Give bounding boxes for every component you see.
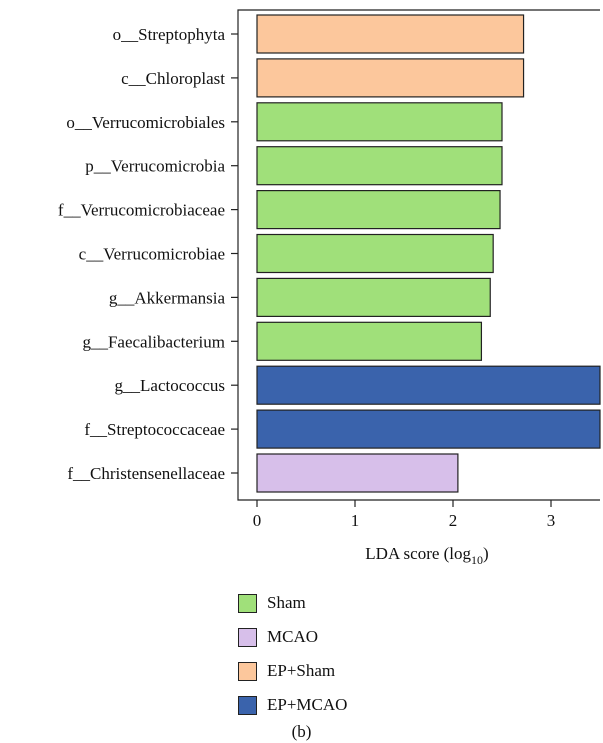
bar-f-christensenellaceae <box>256 453 459 493</box>
category-label: g__Lactococcus <box>115 376 225 395</box>
bar-g-faecalibacterium <box>256 321 483 361</box>
bar-f-verrucomicrobiaceae <box>256 190 501 230</box>
category-label: c__Chloroplast <box>121 69 225 88</box>
legend-label: EP+Sham <box>267 661 336 680</box>
lda-bar-chart: o__Streptophyta c__Chloroplast o__Verrucom… <box>58 9 601 567</box>
category-label: g__Faecalibacterium <box>82 332 225 351</box>
category-label: f__Streptococcaceae <box>84 420 225 439</box>
x-tick-label: 1 <box>351 511 360 530</box>
legend-swatch <box>238 627 257 647</box>
bar-c-verrucomicrobiae <box>256 233 494 274</box>
bars-layer <box>256 14 601 493</box>
category-label: o__Streptophyta <box>113 25 226 44</box>
bar-p-verrucomicrobia <box>256 146 503 186</box>
category-label: f__Christensenellaceae <box>67 464 225 483</box>
legend-item-sham: Sham <box>238 586 347 620</box>
axes-layer <box>237 9 600 501</box>
legend-item-ep-sham: EP+Sham <box>238 654 347 688</box>
bar-g-lactococcus <box>256 365 601 405</box>
legend: Sham MCAO EP+Sham EP+MCAO <box>238 586 347 722</box>
x-axis-ticks: 0 1 2 3 <box>253 500 556 530</box>
x-tick-label: 3 <box>547 511 556 530</box>
x-tick-label: 0 <box>253 511 262 530</box>
legend-swatch <box>238 661 257 681</box>
figure-caption: (b) <box>291 722 312 741</box>
bar-f-streptococcaceae <box>256 409 601 449</box>
plot-frame <box>237 9 600 501</box>
legend-label: Sham <box>267 593 306 612</box>
category-label: f__Verrucomicrobiaceae <box>58 201 225 220</box>
legend-item-ep-mcao: EP+MCAO <box>238 688 347 722</box>
legend-item-mcao: MCAO <box>238 620 347 654</box>
bar-c-chloroplast <box>256 58 525 98</box>
category-label: p__Verrucomicrobia <box>85 157 225 176</box>
legend-swatch <box>238 593 257 613</box>
category-labels: o__Streptophyta c__Chloroplast o__Verrucom… <box>58 25 238 483</box>
bar-g-akkermansia <box>256 277 491 317</box>
legend-label: EP+MCAO <box>267 695 348 714</box>
legend-swatch <box>238 695 257 715</box>
legend-label: MCAO <box>267 627 319 646</box>
bar-o-streptophyta <box>256 14 525 54</box>
category-label: c__Verrucomicrobiae <box>79 245 225 264</box>
category-label: g__Akkermansia <box>109 288 226 307</box>
bar-o-verrucomicrobiales <box>256 102 503 142</box>
x-axis-title: LDA score (log10) <box>365 544 488 567</box>
category-label: o__Verrucomicrobiales <box>66 113 225 132</box>
x-tick-label: 2 <box>449 511 458 530</box>
